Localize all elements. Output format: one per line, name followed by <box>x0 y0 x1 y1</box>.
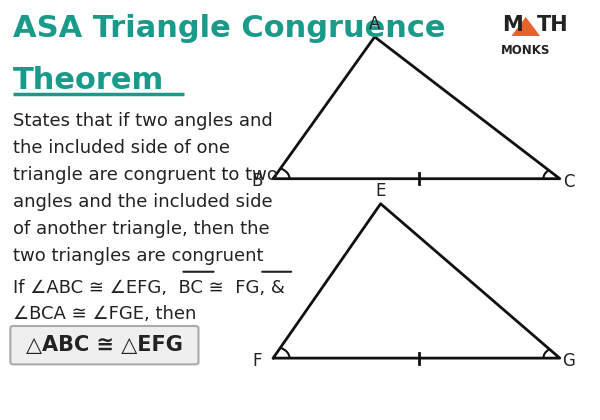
Text: B: B <box>251 172 263 190</box>
Text: ∠BCA ≅ ∠FGE, then: ∠BCA ≅ ∠FGE, then <box>13 305 197 323</box>
Text: △ABC ≅ △EFG: △ABC ≅ △EFG <box>26 335 183 355</box>
Text: States that if two angles and
the included side of one
triangle are congruent to: States that if two angles and the includ… <box>13 112 278 265</box>
Text: G: G <box>562 352 575 370</box>
Text: MONKS: MONKS <box>501 44 550 57</box>
Text: A: A <box>369 16 380 33</box>
Text: E: E <box>376 182 386 200</box>
Text: TH: TH <box>537 15 569 35</box>
Text: F: F <box>252 352 262 370</box>
Text: ASA Triangle Congruence: ASA Triangle Congruence <box>13 14 446 43</box>
Polygon shape <box>511 17 540 36</box>
Text: M: M <box>502 15 523 35</box>
Text: If ∠ABC ≅ ∠EFG,  BC ≅  FG, &: If ∠ABC ≅ ∠EFG, BC ≅ FG, & <box>13 279 285 297</box>
FancyBboxPatch shape <box>10 326 199 365</box>
Text: C: C <box>563 173 575 191</box>
Text: Theorem: Theorem <box>13 66 164 95</box>
